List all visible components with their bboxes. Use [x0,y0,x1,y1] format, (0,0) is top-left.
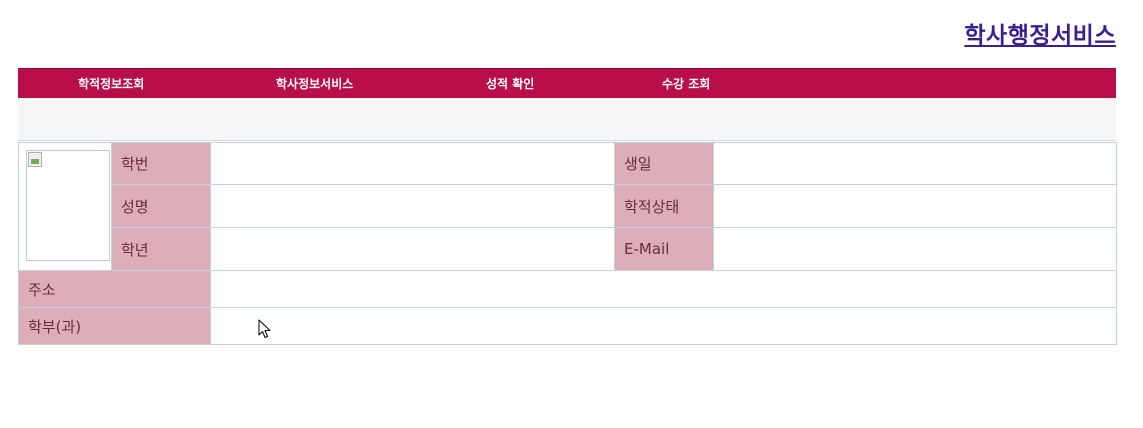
site-title-link[interactable]: 학사행정서비스 [964,23,1116,49]
status-value [713,184,1117,228]
grade-value [210,227,615,271]
address-value [210,270,1117,308]
table-row: 학년 E-Mail [19,227,1117,271]
name-label: 성명 [111,184,211,228]
birthday-value [713,142,1117,185]
table-row: 학부(과) [18,307,1117,345]
student-id-value [210,142,615,185]
grade-label: 학년 [111,227,211,271]
name-value [210,184,615,228]
student-info-table: 학번 생일 성명 학적상태 학년 E-Mail 주소 학부(과) [18,142,1117,345]
nav-item-academic-records[interactable]: 학적정보조회 [78,77,145,91]
status-label: 학적상태 [614,184,714,228]
mouse-pointer-icon [258,319,271,338]
nav-item-grades[interactable]: 성적 확인 [486,77,535,91]
main-nav: 학적정보조회 학사정보서비스 성적 확인 수강 조회 [18,68,1116,98]
table-row: 주소 [18,270,1117,308]
nav-item-academic-services[interactable]: 학사정보서비스 [276,77,354,91]
email-value [713,227,1117,271]
birthday-label: 생일 [614,142,714,185]
photo-cell [18,142,112,271]
table-row: 성명 학적상태 [19,184,1117,228]
nav-item-enrollment[interactable]: 수강 조회 [662,77,711,91]
student-id-label: 학번 [111,142,211,185]
student-photo [26,150,110,261]
address-label: 주소 [18,270,211,308]
department-label: 학부(과) [18,307,211,345]
department-value [210,307,1117,345]
broken-image-icon [28,152,42,167]
sub-menu-bar [18,98,1116,141]
table-row: 학번 생일 [18,142,1117,271]
email-label: E-Mail [614,227,714,271]
